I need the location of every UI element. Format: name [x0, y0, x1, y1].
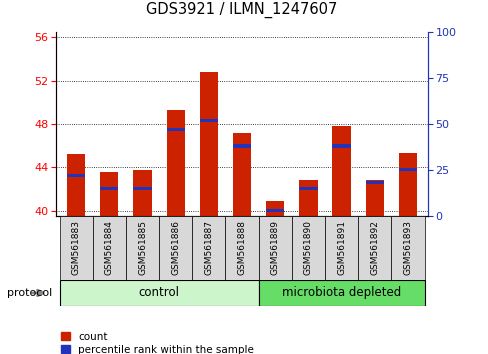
Text: GSM561891: GSM561891	[336, 220, 346, 275]
Text: GSM561885: GSM561885	[138, 220, 147, 275]
Bar	[166, 110, 184, 216]
Bar	[325, 216, 357, 280]
Bar	[67, 174, 85, 177]
Bar	[166, 128, 184, 131]
Text: GSM561889: GSM561889	[270, 220, 279, 275]
Bar	[60, 280, 258, 306]
Bar	[398, 169, 416, 171]
Text: GSM561884: GSM561884	[104, 220, 114, 275]
Bar	[398, 153, 416, 216]
Bar	[232, 144, 251, 148]
Bar	[199, 119, 218, 122]
Text: GDS3921 / ILMN_1247607: GDS3921 / ILMN_1247607	[146, 1, 337, 18]
Text: GSM561893: GSM561893	[403, 220, 411, 275]
Bar	[125, 216, 159, 280]
Bar	[133, 187, 151, 190]
Text: GSM561888: GSM561888	[237, 220, 246, 275]
Bar	[258, 280, 424, 306]
Bar	[265, 201, 284, 216]
Bar	[357, 216, 390, 280]
Bar	[299, 187, 317, 190]
Text: control: control	[138, 286, 179, 299]
Bar	[67, 154, 85, 216]
Text: microbiota depleted: microbiota depleted	[282, 286, 401, 299]
Bar	[332, 144, 350, 148]
Bar	[265, 209, 284, 212]
Bar	[291, 216, 325, 280]
Bar	[299, 180, 317, 216]
Bar	[199, 72, 218, 216]
Text: GSM561886: GSM561886	[171, 220, 180, 275]
Bar	[159, 216, 192, 280]
Bar	[93, 216, 125, 280]
Bar	[365, 181, 383, 184]
Bar	[332, 126, 350, 216]
Bar	[133, 171, 151, 216]
Bar	[232, 132, 251, 216]
Text: GSM561883: GSM561883	[72, 220, 81, 275]
Bar	[225, 216, 258, 280]
Text: GSM561892: GSM561892	[369, 220, 379, 275]
Legend: count, percentile rank within the sample: count, percentile rank within the sample	[57, 327, 258, 354]
Text: GSM561887: GSM561887	[204, 220, 213, 275]
Bar	[100, 187, 118, 190]
Bar	[100, 172, 118, 216]
Bar	[192, 216, 225, 280]
Bar	[390, 216, 424, 280]
Bar	[258, 216, 291, 280]
Text: protocol: protocol	[7, 288, 53, 298]
Bar	[365, 180, 383, 216]
Text: GSM561890: GSM561890	[304, 220, 312, 275]
Bar	[60, 216, 93, 280]
